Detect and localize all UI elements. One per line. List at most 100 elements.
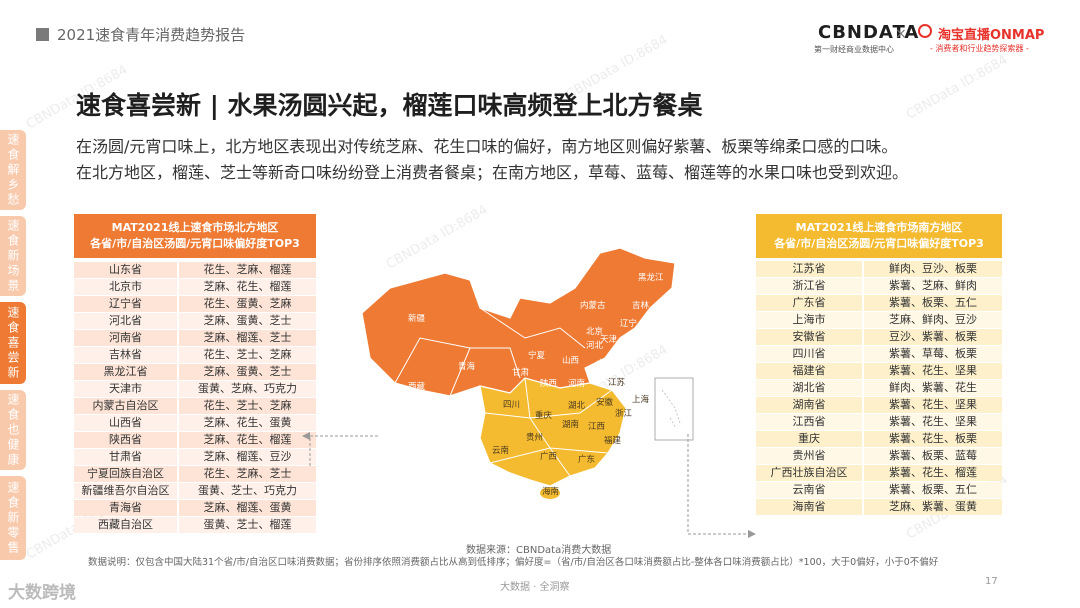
flavor-cell: 蛋黄、芝麻、巧克力 [179, 380, 316, 398]
table-row: 黑龙江省 芝麻、蛋黄、芝士 [74, 363, 316, 381]
side-tab-label: 速食新零售 [6, 480, 20, 556]
north-table: 山东省 花生、芝麻、榴莲 北京市 芝麻、花生、榴莲 辽宁省 花生、蛋黄、芝麻 河北省 芝麻、蛋… [74, 262, 316, 534]
table-row: 江西省 紫薯、花生、坚果 [756, 413, 1002, 431]
taobao-live-logo-subtitle: - 消费者和行业趋势探索器 - [930, 44, 1029, 53]
flavor-cell: 紫薯、芝麻、鲜肉 [864, 277, 1002, 295]
description-line: 在汤圆/元宵口味上，北方地区表现出对传统芝麻、花生口味的偏好，南方地区则偏好紫薯… [76, 137, 898, 156]
side-tab-1[interactable]: 速食解乡愁 [0, 130, 26, 210]
flavor-cell: 紫薯、花生、坚果 [864, 362, 1002, 380]
side-tab-3-active[interactable]: 速食喜尝新 [0, 302, 26, 384]
flavor-cell: 芝麻、蛋黄、芝士 [179, 312, 316, 330]
table-row: 福建省 紫薯、花生、坚果 [756, 362, 1002, 380]
north-connector-arrow [302, 432, 378, 466]
table-row: 陕西省 芝麻、花生、榴莲 [74, 431, 316, 449]
header-square-icon [36, 28, 49, 41]
map-label: 浙江 [615, 408, 633, 419]
report-title: 2021速食青年消费趋势报告 [57, 26, 246, 44]
flavor-cell: 花生、芝麻、榴莲 [179, 262, 316, 279]
map-label: 青海 [458, 361, 476, 372]
map-label: 河南 [568, 378, 585, 389]
watermark: CBNData ID:8684 [903, 52, 1011, 123]
region-cell: 新疆维吾尔自治区 [74, 482, 177, 499]
south-table-title: MAT2021线上速食市场南方地区 各省/市/自治区汤圆/元宵口味偏好度TOP3 [756, 214, 1002, 258]
flavor-cell: 鲜肉、紫薯、花生 [864, 379, 1002, 397]
region-cell: 江西省 [756, 413, 862, 431]
map-label: 山西 [562, 355, 579, 366]
map-label: 湖南 [562, 419, 579, 430]
table-row: 江苏省 鲜肉、豆沙、板栗 [756, 261, 1002, 278]
region-cell: 天津市 [74, 380, 177, 398]
flavor-cell: 紫薯、板栗、五仁 [864, 294, 1002, 312]
side-tab-5[interactable]: 速食新零售 [0, 476, 26, 560]
flavor-cell: 芝麻、花生、榴莲 [179, 431, 316, 449]
north-table-title: MAT2021线上速食市场北方地区 各省/市/自治区汤圆/元宵口味偏好度TOP3 [74, 214, 316, 258]
side-tab-label: 速食新场景 [6, 218, 20, 294]
map-label: 河北 [586, 340, 604, 351]
flavor-cell: 花生、蛋黄、芝麻 [179, 295, 316, 313]
south-table: 江苏省 鲜肉、豆沙、板栗 浙江省 紫薯、芝麻、鲜肉 广东省 紫薯、板栗、五仁 上海市 芝麻、鲜… [756, 261, 1002, 516]
region-cell: 河南省 [74, 329, 177, 347]
flavor-cell: 芝麻、榴莲、豆沙 [179, 448, 316, 466]
south-table-title-line: 各省/市/自治区汤圆/元宵口味偏好度TOP3 [774, 237, 984, 250]
south-connector-arrow [687, 434, 756, 538]
region-cell: 江苏省 [756, 261, 862, 278]
table-row: 河北省 芝麻、蛋黄、芝士 [74, 312, 316, 330]
region-cell: 重庆 [756, 430, 862, 448]
map-label: 黑龙江 [638, 272, 664, 283]
map-label: 福建 [604, 435, 622, 446]
flavor-cell: 芝麻、花生、蛋黄 [179, 414, 316, 432]
map-label: 广西 [540, 451, 557, 462]
flavor-cell: 蛋黄、芝士、榴莲 [179, 516, 316, 533]
map-label: 广东 [578, 454, 595, 465]
flavor-cell: 紫薯、草莓、板栗 [864, 345, 1002, 363]
side-tab-label: 速食喜尝新 [6, 305, 20, 381]
map-label: 陕西 [540, 378, 557, 389]
description: 在汤圆/元宵口味上，北方地区表现出对传统芝麻、花生口味的偏好，南方地区则偏好紫薯… [76, 134, 1036, 186]
table-row: 甘肃省 芝麻、榴莲、豆沙 [74, 448, 316, 466]
map-label: 吉林 [632, 300, 650, 311]
table-row: 北京市 芝麻、花生、榴莲 [74, 278, 316, 296]
flavor-cell: 芝麻、蛋黄、芝士 [179, 363, 316, 381]
side-tab-label: 速食解乡愁 [6, 132, 20, 208]
map-label: 内蒙古 [580, 300, 606, 311]
flavor-cell: 芝麻、榴莲、蛋黄 [179, 499, 316, 516]
region-cell: 西藏自治区 [74, 516, 177, 533]
flavor-cell: 蛋黄、芝士、巧克力 [179, 482, 316, 499]
table-row: 广西壮族自治区 紫薯、花生、榴莲 [756, 464, 1002, 481]
table-row: 海南省 芝麻、紫薯、蛋黄 [756, 498, 1002, 515]
page-number: 17 [985, 576, 998, 587]
map-label: 山东 [596, 358, 613, 369]
flavor-cell: 花生、芝士、芝麻 [179, 346, 316, 364]
table-row: 上海市 芝麻、鲜肉、豆沙 [756, 311, 1002, 329]
footer-logo: 大数跨境 [8, 583, 76, 603]
region-cell: 甘肃省 [74, 448, 177, 466]
table-row: 西藏自治区 蛋黄、芝士、榴莲 [74, 516, 316, 533]
table-row: 天津市 蛋黄、芝麻、巧克力 [74, 380, 316, 398]
region-cell: 广东省 [756, 294, 862, 312]
flavor-cell: 紫薯、板栗、五仁 [864, 481, 1002, 498]
map-label: 云南 [492, 445, 509, 456]
table-row: 河南省 芝麻、榴莲、芝士 [74, 329, 316, 347]
region-cell: 云南省 [756, 481, 862, 498]
footer-tagline: 大数据 · 全洞察 [500, 582, 570, 593]
south-sea-inset [654, 377, 694, 441]
table-row: 广东省 紫薯、板栗、五仁 [756, 294, 1002, 312]
map-label: 甘肃 [512, 367, 530, 378]
flavor-cell: 芝麻、紫薯、蛋黄 [864, 498, 1002, 515]
map-label: 重庆 [535, 410, 553, 421]
table-row: 重庆 紫薯、花生、板栗 [756, 430, 1002, 448]
table-row: 内蒙古自治区 花生、芝士、芝麻 [74, 397, 316, 415]
region-cell: 山西省 [74, 414, 177, 432]
flavor-cell: 芝麻、花生、榴莲 [179, 278, 316, 296]
times-sign: × [895, 26, 907, 42]
flavor-cell: 鲜肉、豆沙、板栗 [864, 261, 1002, 278]
side-tab-2[interactable]: 速食新场景 [0, 216, 26, 296]
region-cell: 湖北省 [756, 379, 862, 397]
side-tab-4[interactable]: 速食也健康 [0, 390, 26, 470]
table-row: 山西省 芝麻、花生、蛋黄 [74, 414, 316, 432]
region-cell: 福建省 [756, 362, 862, 380]
flavor-cell: 紫薯、板栗、蓝莓 [864, 447, 1002, 465]
south-table-title-line: MAT2021线上速食市场南方地区 [795, 221, 963, 234]
flavor-cell: 紫薯、花生、榴莲 [864, 464, 1002, 481]
map-label: 贵州 [526, 432, 543, 443]
